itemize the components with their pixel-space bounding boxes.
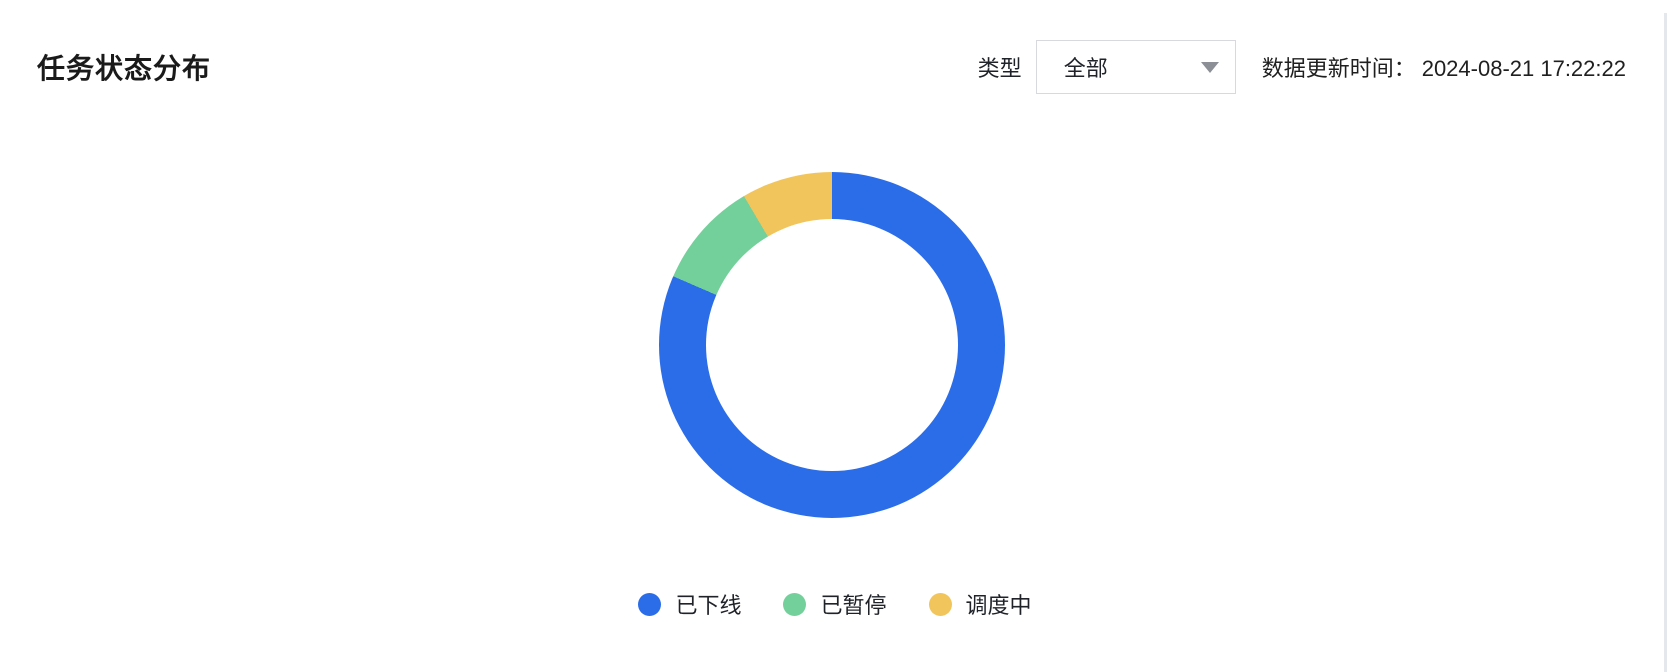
scrollbar-track[interactable] bbox=[1664, 13, 1667, 672]
type-filter-select[interactable]: 全部 bbox=[1035, 40, 1236, 94]
donut-chart[interactable] bbox=[659, 172, 1005, 518]
legend-dot-icon bbox=[783, 592, 807, 616]
panel-header: 任务状态分布 类型 全部 数据更新时间： 2024-08-21 17:22:22 bbox=[0, 40, 1670, 94]
legend-item-label: 已暂停 bbox=[820, 593, 887, 618]
legend-item-label: 已下线 bbox=[675, 593, 742, 618]
header-controls: 类型 全部 数据更新时间： 2024-08-21 17:22:22 bbox=[978, 40, 1626, 94]
legend-dot-icon bbox=[638, 592, 662, 616]
update-time-value: 2024-08-21 17:22:22 bbox=[1421, 56, 1626, 81]
chart-legend: 已下线 已暂停 调度中 bbox=[0, 588, 1670, 620]
legend-item[interactable]: 已暂停 bbox=[783, 588, 887, 620]
update-time-label: 数据更新时间： bbox=[1261, 56, 1416, 81]
legend-item[interactable]: 调度中 bbox=[928, 588, 1032, 620]
type-filter-label: 类型 bbox=[977, 56, 1022, 81]
page-title: 任务状态分布 bbox=[37, 53, 212, 84]
type-filter-value: 全部 bbox=[1063, 56, 1108, 81]
legend-item-label: 调度中 bbox=[965, 593, 1032, 618]
update-time: 数据更新时间： 2024-08-21 17:22:22 bbox=[1262, 51, 1626, 83]
legend-item[interactable]: 已下线 bbox=[638, 588, 741, 620]
chevron-down-icon bbox=[1200, 62, 1219, 73]
donut-hole bbox=[706, 219, 958, 471]
legend-dot-icon bbox=[928, 592, 952, 616]
